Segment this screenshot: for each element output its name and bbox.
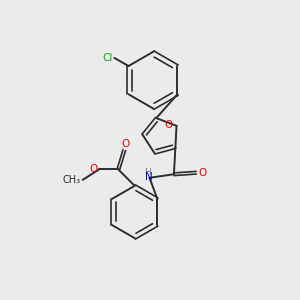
Text: N: N [145, 172, 153, 182]
Text: O: O [122, 139, 130, 149]
Text: O: O [165, 120, 173, 130]
Text: O: O [199, 168, 207, 178]
Text: CH₃: CH₃ [62, 175, 80, 185]
Text: H: H [144, 168, 151, 177]
Text: Cl: Cl [103, 53, 113, 63]
Text: O: O [89, 164, 98, 175]
